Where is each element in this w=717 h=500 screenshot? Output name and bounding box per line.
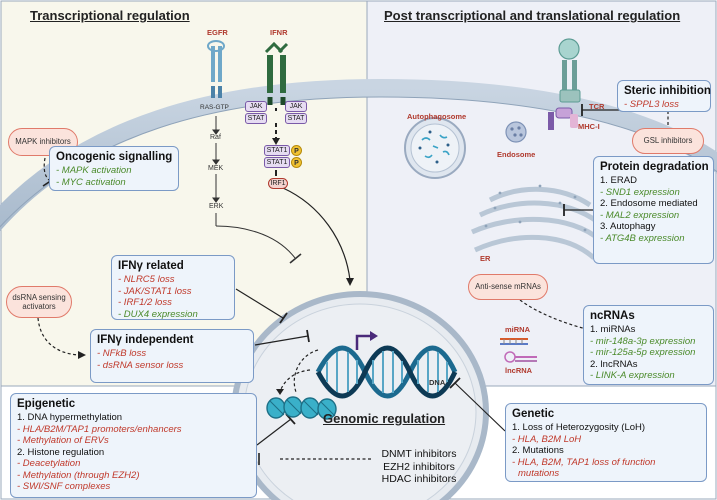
snd1-expression: - SND1 expression [600,186,680,198]
myc-activation: - MYC activation [56,176,126,188]
endoplasmic-reticulum [470,186,602,260]
dsrna-sensing-cloud: dsRNA sensing activators [6,286,72,318]
methylation-ezh2: - Methylation (through EZH2) [17,469,140,481]
promoters-enhancers: - HLA/B2M/TAP1 promoters/enhancers [17,423,182,435]
gsl-inhibitors-cloud: GSL inhibitors [632,128,704,154]
t-cell [558,38,580,60]
ncrnas-title: ncRNAs [590,310,635,322]
er-label: ER [480,254,491,263]
oncogenic-signalling-box: Oncogenic signalling - MAPK activation -… [49,146,179,191]
mhc-i [555,107,573,119]
nfkb-loss: - NFkB loss [97,348,147,359]
ifng-related-title: IFNγ related [118,260,184,272]
erk-label: ERK [209,203,224,210]
genomic-regulation-header: Genomic regulation [323,411,446,426]
irf1-label: IRF1 [268,178,288,189]
stat1-top: STAT1 [264,145,290,156]
tcr-label: TCR [589,102,605,111]
autophagosome-label: Autophagosome [407,112,467,121]
hdac-inhibitors: HDAC inhibitors [381,473,457,485]
endosome-label: Endosome [497,150,536,159]
jak-left: JAK [245,101,267,112]
epigenetic-inhibitors: DNMT inhibitors EZH2 inhibitors HDAC inh… [371,448,467,486]
mirna-icon [500,338,528,345]
endosome-mediated-item: 2. Endosome mediated [600,198,698,209]
antisense-mrnas-cloud: Anti-sense mRNAs [468,274,548,300]
transcriptional-regulation-header: Transcriptional regulation [30,8,190,23]
swi-snf-complexes: - SWI/SNF complexes [17,481,111,492]
nucleosomes [266,396,337,420]
mutations-item: 2. Mutations [512,445,564,456]
stat1-bottom: STAT1 [264,157,290,168]
jak-stat1-loss: - JAK/STAT1 loss [118,285,192,297]
oncogenic-title: Oncogenic signalling [56,151,173,163]
dux4-expression: - DUX4 expression [118,308,198,320]
atg4b-expression: - ATG4B expression [600,232,685,244]
ifng-independent-box: IFNγ independent - NFkB loss - dsRNA sen… [90,329,254,383]
ifnr-receptor [264,41,289,105]
erad-item: 1. ERAD [600,175,637,186]
lncrnas-item: 2. lncRNAs [590,358,638,370]
ncrnas-box: ncRNAs 1. miRNAs - mir-148a-3p expressio… [583,305,714,385]
stat-right: STAT [285,113,307,124]
irf1-2-loss: - IRF1/2 loss [118,297,172,308]
mir-148a-expression: - mir-148a-3p expression [590,335,696,347]
deacetylation: - Deacetylation [17,458,81,469]
mirna-label: miRNA [505,325,531,334]
protein-degradation-box: Protein degradation 1. ERAD - SND1 expre… [593,156,714,264]
lncrna-icon [504,351,537,363]
mek-label: MEK [208,165,224,172]
epigenetic-title: Epigenetic [17,398,76,410]
tcr-receptor [559,89,581,103]
ifnr-label: IFNR [270,28,288,37]
methylation-ervs: - Methylation of ERVs [17,435,109,446]
link-a-expression: - LINK-A expression [590,370,675,381]
transcription-arrow [355,334,372,350]
egfr-receptor [207,40,225,98]
mapk-inhibitors-cloud: MAPK inhibitors [8,128,78,156]
ifng-related-box: IFNγ related - NLRC5 loss - JAK/STAT1 lo… [111,255,235,320]
ezh2-inhibitors: EZH2 inhibitors [383,460,455,473]
steric-title: Steric inhibition [624,85,711,97]
dsrna-sensor-loss: - dsRNA sensor loss [97,359,184,371]
raf-label: Raf [210,134,221,141]
histone-regulation-item: 2. Histone regulation [17,446,105,458]
dna-helix [315,345,458,399]
egfr-label: EGFR [207,28,228,37]
genetic-title: Genetic [512,408,555,420]
mapk-activation: - MAPK activation [56,165,132,176]
mirnas-item: 1. miRNAs [590,324,636,335]
sppl3-loss: - SPPL3 loss [624,99,679,110]
mir-125a-expression: - mir-125a-5p expression [590,347,696,358]
post-transcriptional-header: Post transcriptional and translational r… [384,8,681,23]
phospho-badge-top: P [291,145,302,156]
dnmt-inhibitors: DNMT inhibitors [381,448,457,460]
mal2-expression: - MAL2 expression [600,209,680,221]
mhc-i-label: MHC-I [578,122,600,131]
protein-degradation-title: Protein degradation [600,161,709,173]
jak-right: JAK [285,101,307,112]
loss-of-function: - HLA, B2M, TAP1 loss of function [512,456,656,468]
hla-b2m-loh: - HLA, B2M LoH [512,433,582,445]
ras-label: RAS-GTP [200,104,229,111]
genetic-box: Genetic 1. Loss of Heterozygosity (LoH) … [505,403,707,482]
steric-inhibition-box: Steric inhibition - SPPL3 loss [617,80,711,112]
autophagy-item: 3. Autophagy [600,221,656,232]
ifng-independent-title: IFNγ independent [97,334,194,346]
mutations-continued: mutations [518,468,560,479]
dna-hypermethylation-item: 1. DNA hypermethylation [17,412,123,423]
lncrna-label: lncRNA [505,366,533,375]
loh-item: 1. Loss of Heterozygosity (LoH) [512,422,646,433]
nlrc5-loss: - NLRC5 loss [118,274,175,285]
dna-label: DNA [429,378,446,387]
endosome [505,121,527,143]
stat-left: STAT [245,113,267,124]
epigenetic-box: Epigenetic 1. DNA hypermethylation - HLA… [10,393,257,498]
phospho-badge-bottom: P [291,157,302,168]
